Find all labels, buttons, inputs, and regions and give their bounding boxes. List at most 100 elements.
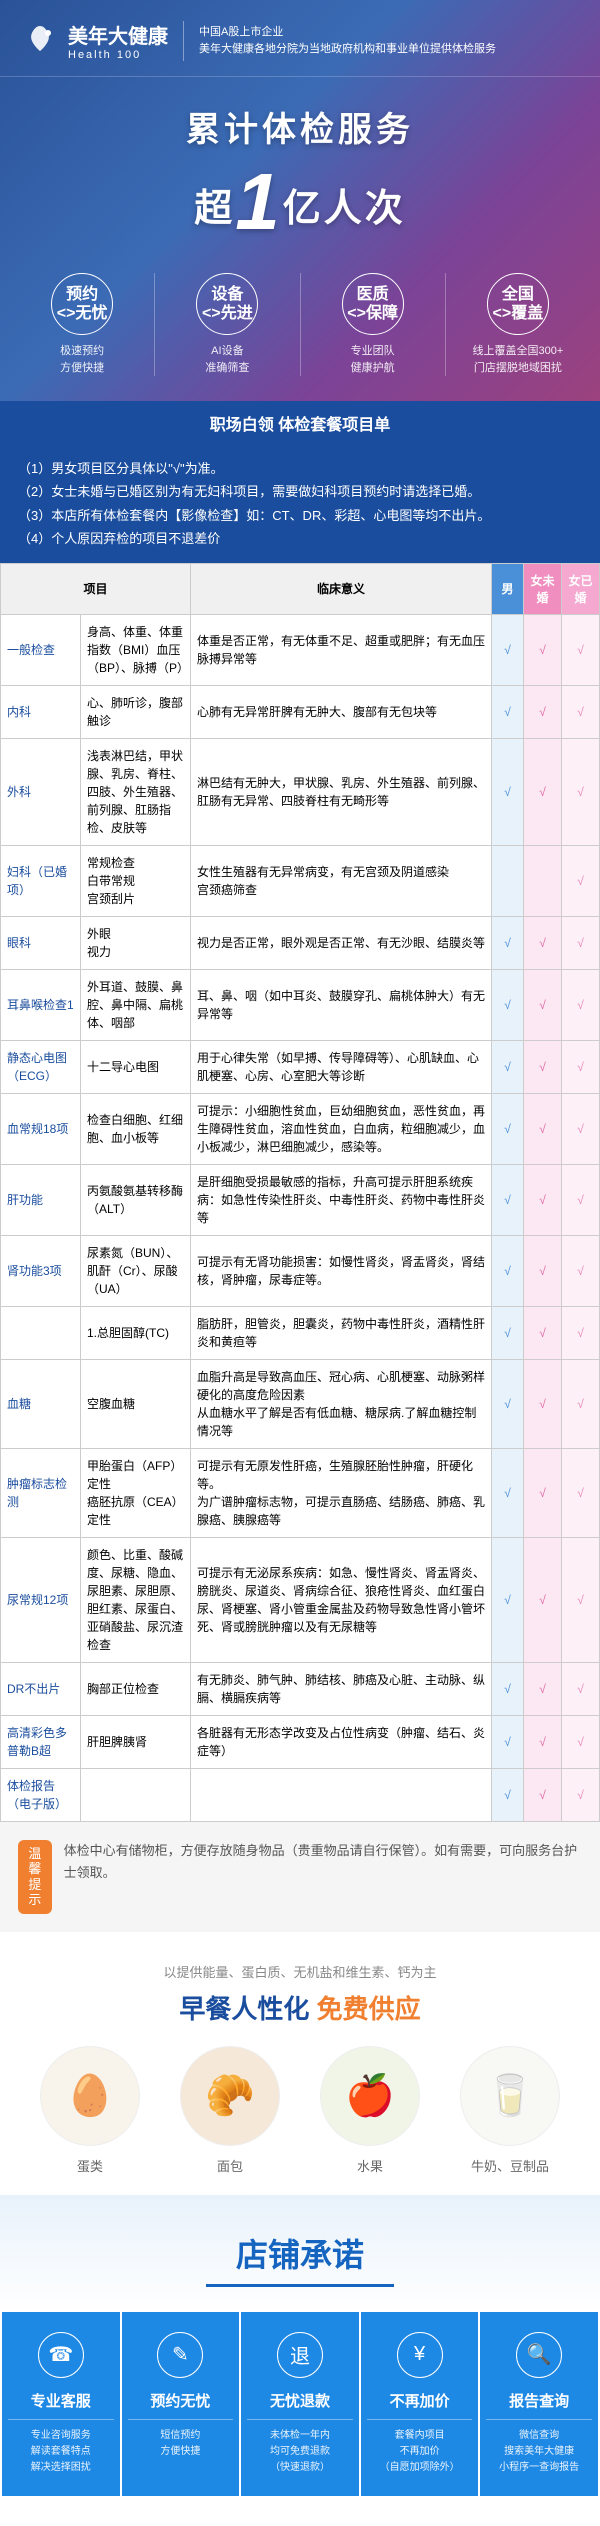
cell-desc: 血脂升高是导致高血压、冠心病、心肌梗塞、动脉粥样硬化的高度危险因素从血糖水平了解… <box>191 1359 492 1448</box>
cell-male: √ <box>492 1662 524 1715</box>
col-meaning: 临床意义 <box>191 563 492 614</box>
package-title: 职场白领 体检套餐项目单 <box>0 401 600 445</box>
hero-banner: 美年大健康 Health 100 中国A股上市企业 美年大健康各地分院为当地政府… <box>0 0 600 401</box>
logo-icon <box>20 21 60 61</box>
cell-item: 浅表淋巴结，甲状腺、乳房、脊柱、四肢、外生殖器、前列腺、肛肠指检、皮肤等 <box>81 738 191 845</box>
table-row: 尿常规12项 颜色、比重、酸碱度、尿糖、隐血、尿胆素、尿胆原、胆红素、尿蛋白、亚… <box>1 1537 600 1662</box>
cell-male: √ <box>492 1768 524 1821</box>
brand-sub: Health 100 <box>68 49 168 61</box>
col-male: 男 <box>492 563 524 614</box>
table-row: 内科 心、肺听诊，腹部触诊 心肺有无异常肝脾有无肿大、腹部有无包块等 √ √ √ <box>1 685 600 738</box>
cell-f2: √ <box>562 1164 600 1235</box>
table-row: 肿瘤标志检测 甲胎蛋白（AFP）定性癌胚抗原（CEA）定性 可提示有无原发性肝癌… <box>1 1448 600 1537</box>
cell-item: 肝胆脾胰肾 <box>81 1715 191 1768</box>
promise-item: ☎ 专业客服 专业咨询服务解读套餐特点解决选择困扰 <box>2 2312 120 2496</box>
cell-male: √ <box>492 685 524 738</box>
cell-f2: √ <box>562 1040 600 1093</box>
food-label: 面包 <box>180 2156 280 2175</box>
breakfast-section: 以提供能量、蛋白质、无机盐和维生素、钙为主 早餐人性化 免费供应 🥚 蛋类 🥐 … <box>0 1932 600 2195</box>
cell-male: √ <box>492 969 524 1040</box>
cell-desc: 脂肪肝，胆管炎，胆囊炎，药物中毒性肝炎，酒精性肝炎和黄疸等 <box>191 1306 492 1359</box>
cell-f1: √ <box>524 1537 562 1662</box>
table-row: 一般检查 身高、体重、体重指数（BMI）血压（BP）、脉搏（P） 体重是否正常，… <box>1 614 600 685</box>
cell-f2: √ <box>562 969 600 1040</box>
cell-name: 一般检查 <box>1 614 81 685</box>
table-row: 静态心电图（ECG） 十二导心电图 用于心律失常（如早搏、传导障碍等）、心肌缺血… <box>1 1040 600 1093</box>
promise-name: 专业客服 <box>8 2390 114 2420</box>
cell-name: 尿常规12项 <box>1 1537 81 1662</box>
breakfast-item: 🍎 水果 <box>320 2046 420 2175</box>
promise-icon: ¥ <box>397 2332 443 2378</box>
cell-name: 肿瘤标志检测 <box>1 1448 81 1537</box>
feature-desc: 专业团队健康护航 <box>306 343 440 376</box>
breakfast-title2: 免费供应 <box>317 1994 421 2024</box>
feature-desc: AI设备准确筛查 <box>160 343 294 376</box>
promise-name: 不再加价 <box>367 2390 473 2420</box>
cell-name: 高清彩色多普勒B超 <box>1 1715 81 1768</box>
cell-male: √ <box>492 1359 524 1448</box>
breakfast-title: 早餐人性化 免费供应 <box>0 1989 600 2026</box>
cell-desc: 可提示有无泌尿系疾病：如急、慢性肾炎、肾盂肾炎、膀胱炎、尿道炎、肾病综合征、狼疮… <box>191 1537 492 1662</box>
cell-desc: 体重是否正常，有无体重不足、超重或肥胖；有无血压脉搏异常等 <box>191 614 492 685</box>
cell-desc: 视力是否正常，眼外观是否正常、有无沙眼、结膜炎等 <box>191 916 492 969</box>
cell-f2: √ <box>562 685 600 738</box>
cell-f1: √ <box>524 1040 562 1093</box>
cell-f2: √ <box>562 1662 600 1715</box>
hero-subtitle: 超1亿人次 <box>0 156 600 248</box>
cell-desc: 心肺有无异常肝脾有无肿大、腹部有无包块等 <box>191 685 492 738</box>
food-icon: 🥛 <box>460 2046 560 2146</box>
cell-item: 外耳道、鼓膜、鼻腔、鼻中隔、扁桃体、咽部 <box>81 969 191 1040</box>
table-row: DR不出片 胸部正位检查 有无肺炎、肺气肿、肺结核、肺癌及心脏、主动脉、纵膈、横… <box>1 1662 600 1715</box>
cell-desc: 耳、鼻、咽（如中耳炎、鼓膜穿孔、扁桃体肿大）有无异常等 <box>191 969 492 1040</box>
promise-desc: 微信查询搜索美年大健康小程序一查询报告 <box>486 2428 592 2476</box>
cell-name: 内科 <box>1 685 81 738</box>
cell-desc: 可提示：小细胞性贫血，巨幼细胞贫血，恶性贫血，再生障碍性贫血，溶血性贫血，白血病… <box>191 1093 492 1164</box>
cell-male: √ <box>492 1164 524 1235</box>
cell-desc: 淋巴结有无肿大，甲状腺、乳房、外生殖器、前列腺、肛肠有无异常、四肢脊柱有无畸形等 <box>191 738 492 845</box>
promise-item: 退 无忧退款 未体检一年内均可免费退款（快速退款） <box>241 2312 359 2496</box>
exam-table: 项目 临床意义 男 女未婚 女已婚 一般检查 身高、体重、体重指数（BMI）血压… <box>0 563 600 1822</box>
table-row: 血糖 空腹血糖 血脂升高是导致高血压、冠心病、心肌梗塞、动脉粥样硬化的高度危险因… <box>1 1359 600 1448</box>
cell-item: 身高、体重、体重指数（BMI）血压（BP）、脉搏（P） <box>81 614 191 685</box>
cell-male: √ <box>492 1093 524 1164</box>
promise-name: 无忧退款 <box>247 2390 353 2420</box>
cell-f1: √ <box>524 1164 562 1235</box>
cell-item: 1.总胆固醇(TC) <box>81 1306 191 1359</box>
cell-f1: √ <box>524 1715 562 1768</box>
cell-f1: √ <box>524 614 562 685</box>
feature-badge: 全国<>覆盖 <box>487 273 549 335</box>
cell-f1: √ <box>524 738 562 845</box>
food-label: 牛奶、豆制品 <box>460 2156 560 2175</box>
cell-name: 血糖 <box>1 1359 81 1448</box>
cell-male: √ <box>492 1040 524 1093</box>
cell-name: 妇科（已婚项） <box>1 845 81 916</box>
table-row: 外科 浅表淋巴结，甲状腺、乳房、脊柱、四肢、外生殖器、前列腺、肛肠指检、皮肤等 … <box>1 738 600 845</box>
cell-male: √ <box>492 1306 524 1359</box>
col-project: 项目 <box>1 563 191 614</box>
feature-item: 预约<>无忧 极速预约方便快捷 <box>10 273 155 376</box>
promise-name: 预约无忧 <box>128 2390 234 2420</box>
cell-male: √ <box>492 1235 524 1306</box>
promise-title: 店铺承诺 <box>206 2230 394 2287</box>
cell-item: 常规检查白带常规宫颈刮片 <box>81 845 191 916</box>
cell-f2: √ <box>562 1235 600 1306</box>
table-row: 眼科 外眼视力 视力是否正常，眼外观是否正常、有无沙眼、结膜炎等 √ √ √ <box>1 916 600 969</box>
cell-f2: √ <box>562 1093 600 1164</box>
cell-f1: √ <box>524 969 562 1040</box>
cell-f2: √ <box>562 845 600 916</box>
cell-male: √ <box>492 1715 524 1768</box>
cell-desc: 是肝细胞受损最敏感的指标，升高可提示肝胆系统疾病：如急性传染性肝炎、中毒性肝炎、… <box>191 1164 492 1235</box>
tip-badge: 温馨提示 <box>18 1840 52 1914</box>
top-bar: 美年大健康 Health 100 中国A股上市企业 美年大健康各地分院为当地政府… <box>0 20 600 77</box>
cell-f1: √ <box>524 1359 562 1448</box>
cell-item: 胸部正位检查 <box>81 1662 191 1715</box>
cell-f2: √ <box>562 916 600 969</box>
cell-name: 耳鼻喉检查1 <box>1 969 81 1040</box>
cell-item: 外眼视力 <box>81 916 191 969</box>
hero-prefix: 超 <box>194 188 235 230</box>
cell-f1: √ <box>524 1093 562 1164</box>
hero-suffix: 人次 <box>324 188 406 230</box>
breakfast-title1: 早餐人性化 <box>179 1994 309 2024</box>
cell-desc <box>191 1768 492 1821</box>
cell-item: 甲胎蛋白（AFP）定性癌胚抗原（CEA）定性 <box>81 1448 191 1537</box>
